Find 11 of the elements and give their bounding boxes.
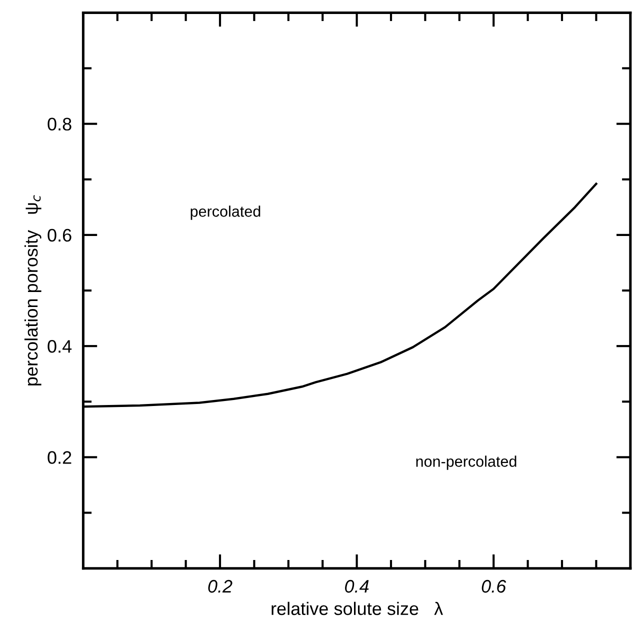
y-tick-label: 0.2 [48, 451, 72, 464]
x-tick-label: 0.4 [345, 580, 369, 593]
y-axis-title: percolation porosity ψ$_{c}$ [24, 195, 42, 386]
y-tick-label: 0.8 [48, 118, 72, 131]
annotation: percolated [190, 206, 260, 220]
x-axis-title: relative solute size λ [272, 602, 443, 616]
y-tick-label: 0.6 [48, 228, 72, 242]
y-tick-label: 0.4 [48, 340, 72, 353]
annotation: non-percolated [416, 456, 516, 470]
x-tick-label: 0.6 [482, 580, 506, 593]
x-tick-label: 0.2 [208, 580, 232, 593]
